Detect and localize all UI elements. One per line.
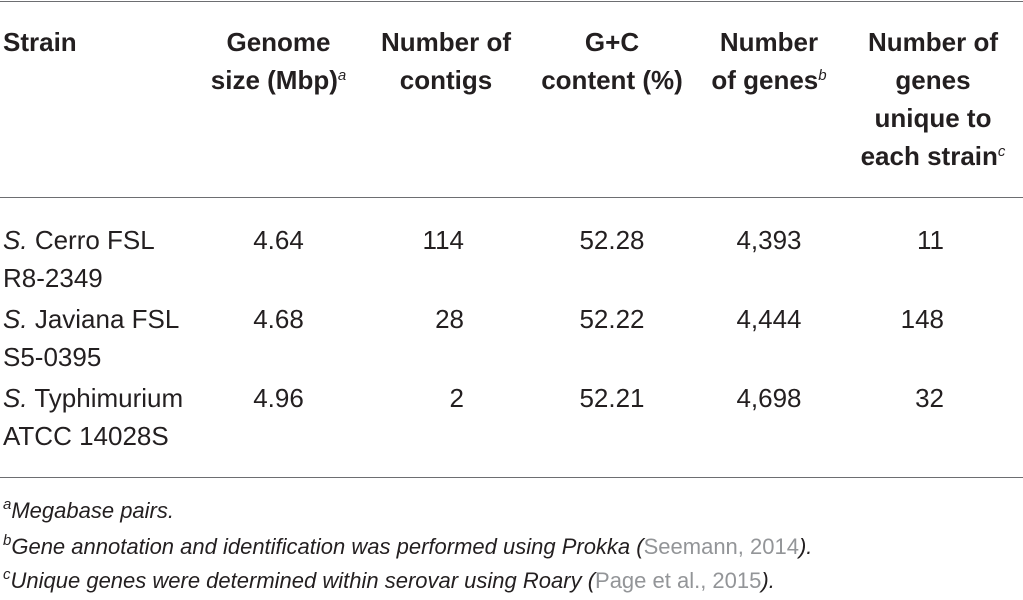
citation-link[interactable]: Seemann, 2014 bbox=[643, 534, 799, 559]
genome-size-cell: 4.96 bbox=[253, 383, 304, 413]
contigs-cell: 28 bbox=[435, 304, 464, 334]
header-unique-genes: Number of genes unique to each strainc bbox=[860, 27, 1006, 171]
footnote-b: bGene annotation and identification was … bbox=[3, 532, 813, 559]
gc-content-cell: 52.21 bbox=[579, 383, 645, 413]
genes-cell: 4,444 bbox=[736, 304, 802, 334]
unique-genes-cell: 32 bbox=[915, 383, 944, 413]
contigs-cell: 114 bbox=[422, 225, 464, 255]
genes-cell: 4,698 bbox=[736, 383, 802, 413]
unique-genes-cell: 11 bbox=[917, 225, 944, 255]
table-bottom-rule bbox=[0, 477, 1023, 478]
genes-cell: 4,393 bbox=[736, 225, 802, 255]
table-top-rule bbox=[0, 1, 1023, 2]
strain-name: S. Cerro FSL R8-2349 bbox=[3, 225, 155, 293]
header-strain: Strain bbox=[3, 27, 77, 57]
contigs-cell: 2 bbox=[449, 383, 464, 413]
header-rule bbox=[0, 197, 1023, 198]
genome-size-cell: 4.68 bbox=[253, 304, 304, 334]
header-genome-size: Genome size (Mbp)a bbox=[210, 27, 347, 95]
gc-content-cell: 52.22 bbox=[579, 304, 645, 334]
strain-name: S. Javiana FSL S5-0395 bbox=[3, 304, 180, 372]
genome-size-cell: 4.64 bbox=[253, 225, 304, 255]
header-gc-content: G+C content (%) bbox=[541, 27, 683, 95]
unique-genes-cell: 148 bbox=[900, 304, 944, 334]
header-genes: Number of genesb bbox=[711, 27, 827, 95]
header-contigs: Number of contigs bbox=[381, 27, 511, 95]
footnote-a: aMegabase pairs. bbox=[3, 496, 174, 523]
strain-name: S. Typhimurium ATCC 14028S bbox=[3, 383, 184, 451]
gc-content-cell: 52.28 bbox=[579, 225, 645, 255]
footnote-c: cUnique genes were determined within ser… bbox=[3, 566, 775, 593]
citation-link[interactable]: Page et al., 2015 bbox=[595, 568, 762, 593]
